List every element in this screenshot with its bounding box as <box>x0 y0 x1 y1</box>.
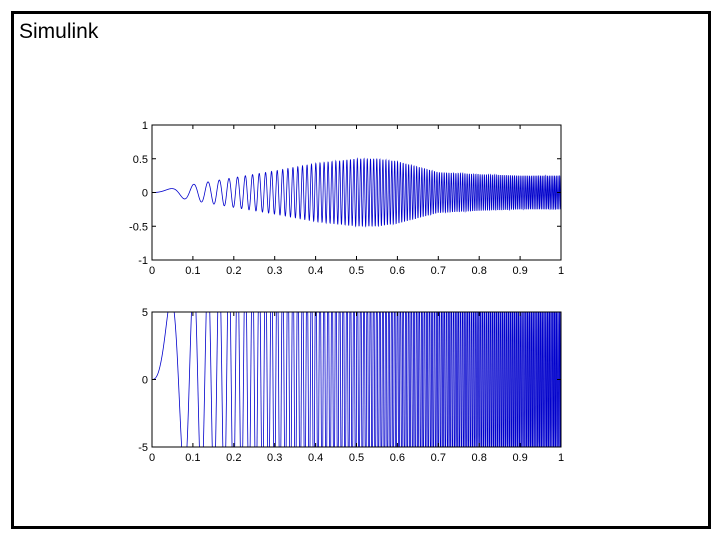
x-tick-label: 0.7 <box>431 452 446 464</box>
chart-clipped-signal: 0 0.1 0.2 0.3 0.4 0.5 0.6 0.7 0.8 0.9 1-505 <box>138 307 564 464</box>
x-tick-label: 0.9 <box>512 452 527 464</box>
x-tick-label: 0.8 <box>472 265 487 277</box>
slide-title: Simulink <box>19 20 99 43</box>
x-tick-label: 0.8 <box>472 452 487 464</box>
x-tick-label: 0 <box>149 452 155 464</box>
x-tick-label: 0.9 <box>512 265 527 277</box>
x-tick-label: 0 <box>149 265 155 277</box>
x-tick-label: 0.3 <box>267 265 282 277</box>
y-tick-label: -0.5 <box>129 221 148 233</box>
y-tick-label: -5 <box>138 442 148 454</box>
slide-frame <box>11 11 711 529</box>
series-line <box>152 312 561 447</box>
x-tick-label: 1 <box>558 452 564 464</box>
x-tick-label: 0.6 <box>390 265 405 277</box>
y-tick-label: 0 <box>142 188 148 200</box>
x-tick-label: 0.7 <box>431 265 446 277</box>
series-line <box>152 157 561 228</box>
y-tick-label: 1 <box>142 120 148 132</box>
x-tick-label: 0.5 <box>349 265 364 277</box>
x-tick-label: 0.4 <box>308 265 323 277</box>
x-tick-label: 0.3 <box>267 452 282 464</box>
chart-amplitude-envelope: 0 0.1 0.2 0.3 0.4 0.5 0.6 0.7 0.8 0.9 1 -1 -0.5 0 0.5 1 <box>129 120 564 277</box>
x-tick-label: 1 <box>558 265 564 277</box>
x-tick-label: 0.1 <box>185 265 200 277</box>
y-tick-label: 0.5 <box>133 154 148 166</box>
x-tick-label: 0.4 <box>308 452 323 464</box>
x-tick-label: 0.2 <box>226 265 241 277</box>
x-tick-label: 0.6 <box>390 452 405 464</box>
x-tick-label: 0.1 <box>185 452 200 464</box>
y-tick-label: 0 <box>142 375 148 387</box>
x-tick-label: 0.5 <box>349 452 364 464</box>
y-tick-label: -1 <box>138 255 148 267</box>
x-tick-label: 0.2 <box>226 452 241 464</box>
y-tick-label: 5 <box>142 307 148 319</box>
